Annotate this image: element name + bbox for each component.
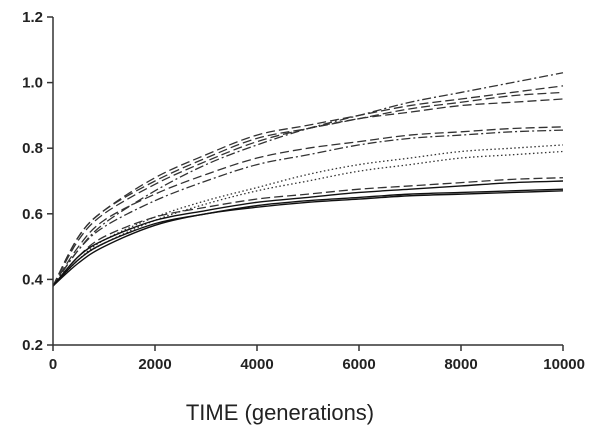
series-line-11 (52, 188, 564, 287)
series-line-8 (52, 150, 564, 287)
x-tick-label: 2000 (138, 356, 171, 373)
y-axis-ticks: 0.2 0.4 0.6 0.8 1.0 1.2 (22, 9, 53, 354)
x-tick-label: 6000 (342, 356, 375, 373)
x-axis-ticks: 0 2000 4000 6000 8000 10000 (49, 345, 585, 373)
y-tick-label: 0.6 (22, 206, 43, 223)
y-tick-label: 0.2 (22, 337, 43, 354)
series-line-3 (52, 91, 564, 287)
x-axis-title: TIME (generations) (186, 400, 374, 425)
y-tick-label: 0.4 (22, 271, 44, 288)
x-tick-label: 8000 (444, 356, 477, 373)
series-line-10 (52, 180, 564, 287)
y-tick-label: 1.2 (22, 9, 43, 26)
x-tick-label: 10000 (543, 356, 585, 373)
y-tick-label: 1.0 (22, 75, 43, 92)
x-tick-label: 4000 (240, 356, 273, 373)
y-tick-label: 0.8 (22, 140, 43, 157)
series-line-5 (52, 126, 564, 287)
series-line-4 (52, 98, 564, 287)
series-line-9 (52, 177, 564, 287)
series-line-2 (52, 85, 564, 287)
series-line-1 (52, 72, 564, 287)
series-line-12 (52, 190, 564, 287)
x-tick-label: 0 (49, 356, 57, 373)
series-layer (52, 72, 564, 287)
series-line-7 (52, 144, 564, 287)
series-line-6 (52, 129, 564, 287)
